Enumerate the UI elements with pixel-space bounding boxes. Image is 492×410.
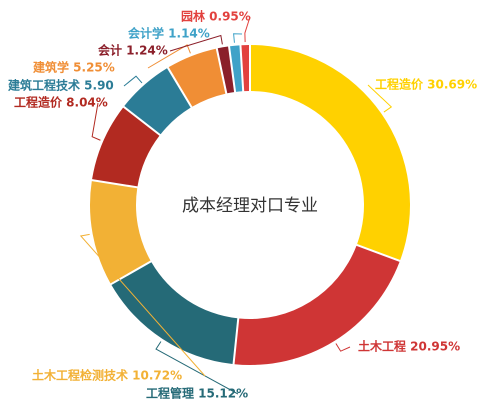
slice-label-3: 土木工程检测技术 10.72% — [32, 368, 182, 383]
slice-5 — [124, 68, 191, 135]
leader-line-4 — [91, 102, 101, 141]
leader-line-8 — [233, 33, 243, 43]
slice-label-6: 建筑学 5.25% — [32, 60, 115, 75]
leader-line-2 — [155, 341, 239, 395]
leader-line-6 — [147, 44, 191, 69]
slice-label-1: 土木工程 20.95% — [358, 339, 460, 354]
slice-8 — [230, 45, 243, 92]
slice-label-5: 建筑工程技术 5.90 — [7, 78, 114, 93]
slice-label-4: 工程造价 8.04% — [14, 95, 108, 110]
leader-line-5 — [123, 75, 143, 87]
leader-line-3 — [79, 233, 206, 377]
slice-0 — [250, 45, 410, 261]
slice-4 — [92, 107, 160, 187]
labels-group: 工程造价 30.69% 土木工程 20.95% 工程管理 15.12% 土木工程检测技… — [7, 9, 477, 401]
slice-label-2: 工程管理 15.12% — [146, 386, 248, 401]
slice-9 — [241, 45, 250, 92]
slice-label-9: 园林 0.95% — [181, 9, 251, 24]
leader-line-9 — [244, 16, 251, 43]
slice-7 — [217, 46, 235, 94]
slice-3 — [89, 181, 151, 284]
slice-2 — [111, 262, 238, 365]
slice-label-8: 会计学 1.14% — [128, 26, 210, 41]
leader-line-7 — [169, 34, 223, 52]
leader-lines-group — [79, 16, 393, 395]
slices-group — [89, 45, 410, 365]
slice-6 — [168, 48, 226, 107]
slice-label-7: 会计 1.24% — [98, 43, 168, 58]
slice-label-0: 工程造价 30.69% — [375, 77, 477, 92]
leader-line-0 — [367, 84, 393, 113]
slice-1 — [234, 245, 400, 365]
center-label: 成本经理对口专业 — [182, 196, 318, 216]
leader-line-1 — [335, 343, 351, 352]
